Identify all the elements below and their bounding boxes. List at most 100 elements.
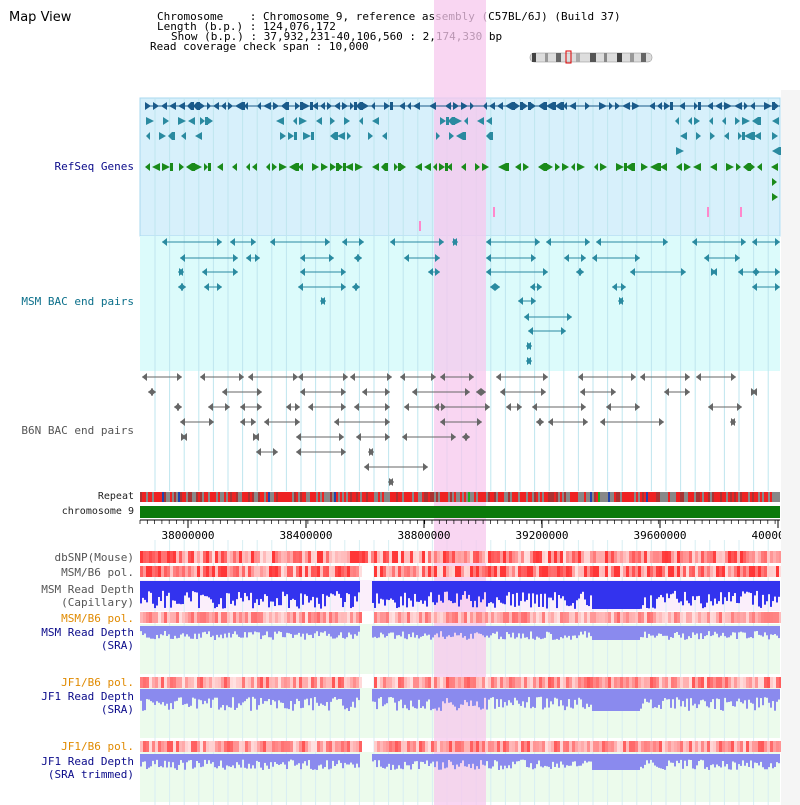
repeat-track[interactable] [140,492,780,502]
heat-cell [716,566,719,577]
depth-bar [392,754,394,765]
heat-cell [155,612,158,623]
repeat-block [152,492,154,502]
depth-bar [282,581,284,592]
repeat-block [642,492,644,502]
heat-cell [491,566,494,577]
repeat-block [424,492,426,502]
heat-cell [530,566,533,577]
bac-pair-end [435,268,440,276]
heat-cell [695,677,698,688]
depth-bar [712,754,714,765]
gene-arrow [577,163,585,171]
heat-cell [635,677,638,688]
repeat-block [178,492,180,502]
heat-cell [506,551,509,563]
label-msm-read-depth-sra-1[interactable]: MSM Read Depth [41,626,134,639]
heat-cell [386,566,389,577]
bac-pair-end [453,238,458,246]
repeat-block [538,492,540,502]
depth-bar [764,581,766,605]
refseq-genes-track[interactable] [145,102,782,231]
heat-cell [761,677,764,688]
heat-cell [584,551,587,563]
heat-cell [626,551,629,563]
depth-bar [678,689,680,700]
heat-cell [404,677,407,688]
label-jf1-b6-pol-2[interactable]: JF1/B6 pol. [61,740,134,753]
depth-bar [518,581,520,606]
depth-tracks[interactable] [140,581,780,770]
depth-bar [690,626,692,639]
depth-bar [668,754,670,761]
heat-cell [215,566,218,577]
depth-bar [252,581,254,609]
depth-bar [344,626,346,639]
heat-cell [410,551,413,563]
chromosome-ideogram[interactable] [529,50,653,64]
repeat-block [314,492,316,502]
depth-bar [464,581,466,592]
depth-bar [682,626,684,634]
heat-cell [383,612,386,623]
msm-bac-track[interactable] [162,238,780,365]
heat-cell [248,677,251,688]
bac-pair-end [293,373,298,381]
b6n-bac-track[interactable] [142,373,757,486]
label-jf1-read-depth-trim-1[interactable]: JF1 Read Depth [41,755,134,768]
depth-bar [154,754,156,765]
repeat-block [520,492,522,502]
depth-bar [606,626,608,640]
heat-cell [194,677,197,688]
label-msm-bac[interactable]: MSM BAC end pairs [21,295,134,308]
heat-cell [176,566,179,577]
gene-arrow [616,163,624,171]
label-jf1-read-depth-sra-1[interactable]: JF1 Read Depth [41,690,134,703]
repeat-block [776,492,778,502]
depth-bar [692,626,694,633]
heat-cell [278,551,281,563]
gene-arrow [736,163,741,171]
label-msm-read-depth-cap-1[interactable]: MSM Read Depth [41,583,134,596]
depth-bar [700,626,702,634]
heat-cell [401,677,404,688]
depth-bar [248,754,250,764]
depth-bar [514,754,516,765]
depth-bar [686,626,688,640]
heat-cell [356,551,359,563]
label-msm-b6-pol-2[interactable]: MSM/B6 pol. [61,612,134,625]
heat-cell [509,566,512,577]
depth-bar [634,689,636,711]
depth-bar [582,689,584,708]
heat-cell [575,741,578,752]
label-msm-b6-pol-1[interactable]: MSM/B6 pol. [61,566,134,579]
depth-bar [720,754,722,768]
depth-bar [592,581,594,609]
depth-bar [334,689,336,698]
depth-bar [752,581,754,605]
heat-cell [386,677,389,688]
heat-cell [665,677,668,688]
gene-arrow [355,163,363,171]
label-b6n-bac[interactable]: B6N BAC end pairs [21,424,134,437]
heat-cell [332,741,335,752]
label-repeat[interactable]: Repeat [97,491,134,502]
label-jf1-b6-pol-1[interactable]: JF1/B6 pol. [61,676,134,689]
depth-bar [470,689,472,701]
label-dbsnp[interactable]: dbSNP(Mouse) [54,551,134,564]
heat-tracks[interactable] [140,551,782,752]
label-refseq[interactable]: RefSeq Genes [54,160,134,173]
depth-bar [504,689,506,703]
heat-cell [479,612,482,623]
heat-cell [491,551,494,563]
depth-bar [774,581,776,597]
depth-bar [668,581,670,599]
bac-pair-end [202,268,207,276]
heat-cell [275,612,278,623]
depth-bar [338,581,340,594]
repeat-block [206,492,208,502]
ideogram-band [604,53,607,62]
repeat-block [724,492,726,502]
depth-bar [606,689,608,711]
